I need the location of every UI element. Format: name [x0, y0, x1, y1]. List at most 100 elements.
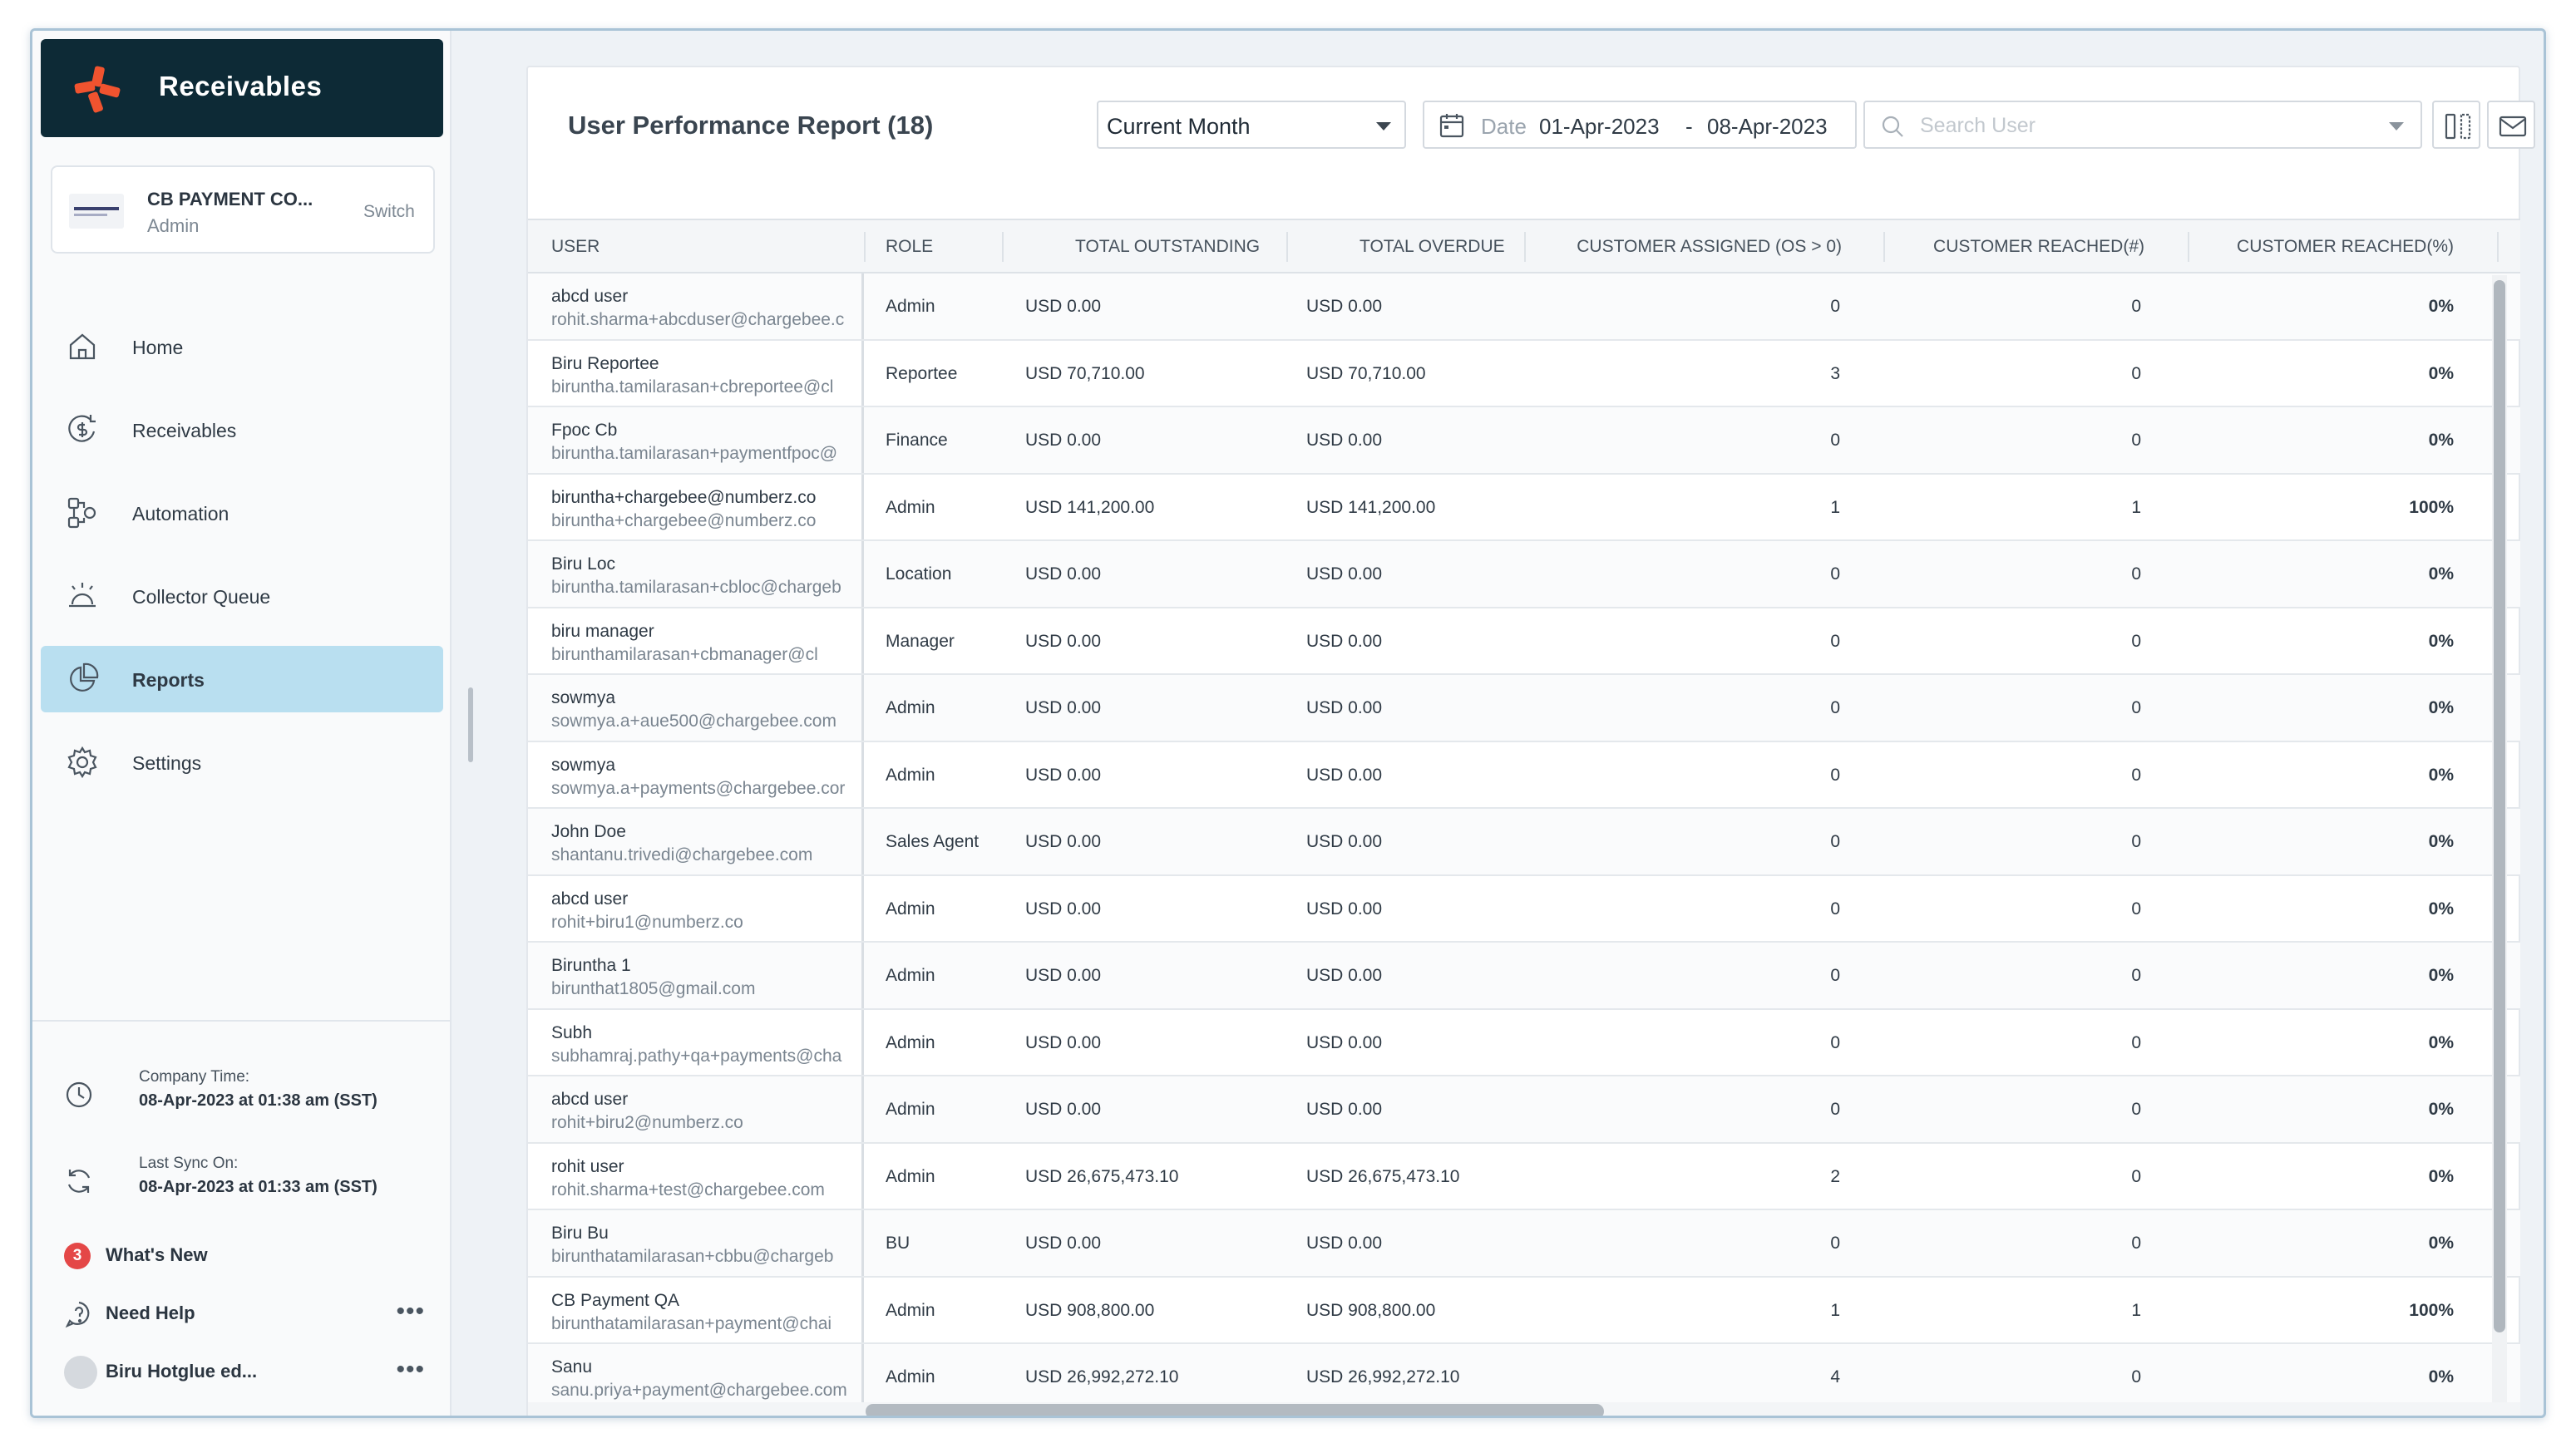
horizontal-scrollbar[interactable]	[528, 1402, 2520, 1416]
column-divider[interactable]	[1883, 232, 1885, 262]
vertical-scrollbar-thumb[interactable]	[2494, 280, 2505, 1332]
role-cell: Admin	[886, 966, 935, 985]
sidebar-item-settings[interactable]: Settings	[41, 729, 443, 795]
col-customer-reached-count[interactable]: CUSTOMER REACHED(#)	[1933, 237, 2144, 256]
user-name: John Doe	[551, 822, 626, 841]
table-row[interactable]: Fpoc Cb biruntha.tamilarasan+paymentfpoc…	[528, 407, 2520, 475]
col-customer-assigned[interactable]: CUSTOMER ASSIGNED (OS > 0)	[1577, 237, 1842, 256]
company-role: Admin	[147, 215, 200, 236]
company-logo	[69, 194, 124, 229]
table-row[interactable]: Biru Bu birunthatamilarasan+cbbu@chargeb…	[528, 1210, 2520, 1278]
sidebar-item-home[interactable]: Home	[41, 313, 443, 380]
whats-new-link[interactable]: 3 What's New	[64, 1239, 447, 1273]
report-panel: User Performance Report (18) Current Mon…	[526, 66, 2535, 1416]
total-outstanding-cell: USD 26,992,272.10	[1025, 1367, 1179, 1386]
customer-assigned-cell: 0	[1830, 698, 1840, 717]
column-divider[interactable]	[864, 232, 866, 262]
total-overdue-cell: USD 141,200.00	[1306, 497, 1436, 517]
horizontal-scrollbar-thumb[interactable]	[866, 1404, 1604, 1416]
brand-header[interactable]: Receivables	[41, 39, 443, 137]
need-help-link[interactable]: Need Help •••	[64, 1298, 447, 1331]
user-name: biruntha+chargebee@numberz.co	[551, 487, 817, 507]
customer-assigned-cell: 0	[1830, 899, 1840, 919]
col-role[interactable]: ROLE	[886, 237, 934, 256]
more-options-icon[interactable]: •••	[396, 1298, 425, 1325]
sidebar-item-receivables[interactable]: Receivables	[41, 396, 443, 463]
user-menu[interactable]: Biru Hotglue ed... •••	[64, 1356, 447, 1389]
date-range-picker[interactable]: Date 01-Apr-2023 - 08-Apr-2023	[1423, 101, 1857, 149]
table-row[interactable]: Biru Loc biruntha.tamilarasan+cbloc@char…	[528, 541, 2520, 608]
table-row[interactable]: CB Payment QA birunthatamilarasan+paymen…	[528, 1277, 2520, 1344]
role-cell: Admin	[886, 1100, 935, 1119]
sync-icon[interactable]	[64, 1166, 94, 1196]
table-row[interactable]: abcd user rohit+biru1@numberz.co Admin U…	[528, 875, 2520, 943]
column-divider[interactable]	[1286, 232, 1288, 262]
vertical-scrollbar[interactable]	[2492, 275, 2507, 1414]
sidebar-footer: Company Time: 08-Apr-2023 at 01:38 am (S…	[32, 1020, 452, 1416]
customer-reached-count-cell: 0	[2131, 631, 2141, 651]
columns-button[interactable]	[2432, 101, 2480, 149]
table-row[interactable]: John Doe shantanu.trivedi@chargebee.com …	[528, 809, 2520, 876]
user-cell: biru manager birunthamilarasan+cbmanager…	[528, 608, 864, 673]
more-options-icon[interactable]: •••	[396, 1356, 425, 1383]
period-select[interactable]: Current Month	[1097, 101, 1406, 149]
table-row[interactable]: Subh subhamraj.pathy+qa+payments@cha Adm…	[528, 1009, 2520, 1076]
column-divider[interactable]	[2188, 232, 2189, 262]
user-cell: abcd user rohit.sharma+abcduser@chargebe…	[528, 273, 864, 339]
user-search-select[interactable]	[1863, 101, 2422, 149]
collector-queue-icon	[69, 583, 96, 608]
user-cell: biruntha+chargebee@numberz.co biruntha+c…	[528, 474, 864, 539]
company-switcher[interactable]: CB PAYMENT CO... Admin Switch	[51, 165, 435, 254]
automation-icon	[67, 497, 96, 529]
sidebar-resize-handle[interactable]	[468, 687, 473, 762]
company-time-value: 08-Apr-2023 at 01:38 am (SST)	[139, 1091, 378, 1110]
user-email: biruntha.tamilarasan+cbreportee@cl	[551, 377, 834, 396]
table-row[interactable]: abcd user rohit+biru2@numberz.co Admin U…	[528, 1076, 2520, 1144]
customer-assigned-cell: 0	[1830, 1100, 1840, 1119]
total-outstanding-cell: USD 70,710.00	[1025, 363, 1145, 383]
table-row[interactable]: sowmya sowmya.a+aue500@chargebee.com Adm…	[528, 675, 2520, 742]
page-title: User Performance Report (18)	[568, 111, 934, 140]
table-row[interactable]: Sanu sanu.priya+payment@chargebee.com Ad…	[528, 1344, 2520, 1411]
user-name: Subh	[551, 1022, 593, 1042]
sidebar-item-automation[interactable]: Automation	[41, 480, 443, 546]
user-name: Biru Loc	[551, 554, 616, 574]
sidebar-item-collector-queue[interactable]: Collector Queue	[41, 563, 443, 629]
user-cell: John Doe shantanu.trivedi@chargebee.com	[528, 809, 864, 874]
table-row[interactable]: biruntha+chargebee@numberz.co biruntha+c…	[528, 474, 2520, 541]
whats-new-label: What's New	[106, 1244, 208, 1265]
user-name: rohit user	[551, 1156, 624, 1176]
home-icon	[69, 333, 96, 360]
table-row[interactable]: Biru Reportee biruntha.tamilarasan+cbrep…	[528, 340, 2520, 407]
col-user[interactable]: USER	[551, 237, 600, 256]
column-divider[interactable]	[1002, 232, 1004, 262]
col-total-overdue[interactable]: TOTAL OVERDUE	[1360, 237, 1505, 256]
user-email: sanu.priya+payment@chargebee.com	[551, 1381, 847, 1400]
user-name: Fpoc Cb	[551, 421, 618, 440]
table-row[interactable]: rohit user rohit.sharma+test@chargebee.c…	[528, 1143, 2520, 1210]
sidebar-item-reports[interactable]: Reports	[41, 646, 443, 712]
table-row[interactable]: Biruntha 1 birunthat1805@gmail.com Admin…	[528, 943, 2520, 1010]
column-divider[interactable]	[2497, 232, 2499, 262]
mail-icon	[2499, 116, 2527, 137]
customer-assigned-cell: 2	[1830, 1166, 1840, 1186]
chevron-down-icon	[2389, 122, 2404, 131]
table-row[interactable]: sowmya sowmya.a+payments@chargebee.cor A…	[528, 741, 2520, 809]
total-outstanding-cell: USD 0.00	[1025, 564, 1102, 584]
col-total-outstanding[interactable]: TOTAL OUTSTANDING	[1075, 237, 1261, 256]
last-sync-label: Last Sync On:	[139, 1155, 239, 1172]
customer-reached-count-cell: 0	[2131, 297, 2141, 316]
brand-title: Receivables	[159, 71, 323, 101]
customer-reached-count-cell: 0	[2131, 363, 2141, 383]
search-input[interactable]	[1920, 111, 2352, 140]
need-help-label: Need Help	[106, 1303, 195, 1323]
user-name: Biru Hotglue ed...	[106, 1361, 258, 1382]
user-email: shantanu.trivedi@chargebee.com	[551, 845, 813, 864]
email-report-button[interactable]	[2487, 101, 2535, 149]
table-row[interactable]: biru manager birunthamilarasan+cbmanager…	[528, 608, 2520, 675]
table-row[interactable]: abcd user rohit.sharma+abcduser@chargebe…	[528, 273, 2520, 341]
reports-icon	[70, 662, 99, 692]
col-customer-reached-pct[interactable]: CUSTOMER REACHED(%)	[2237, 237, 2454, 256]
column-divider[interactable]	[1524, 232, 1526, 262]
switch-company-link[interactable]: Switch	[363, 202, 415, 221]
